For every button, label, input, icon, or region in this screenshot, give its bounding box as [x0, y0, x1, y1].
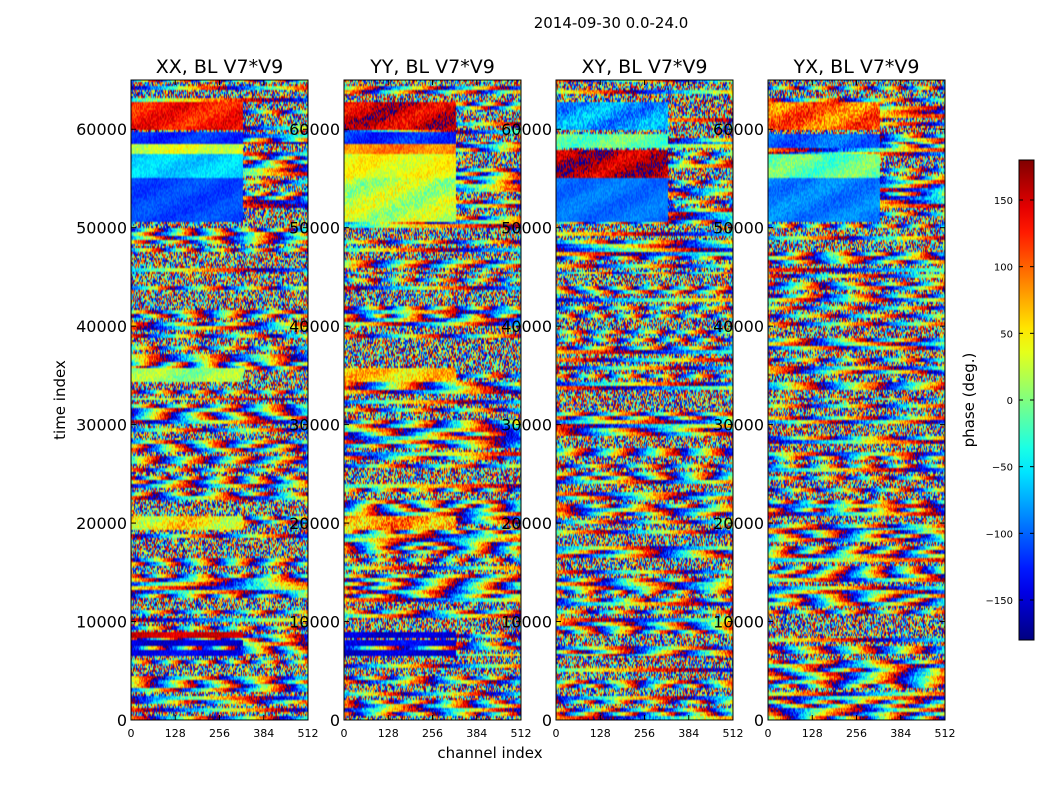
x-tick-label: 384: [890, 727, 911, 740]
y-tick-label: 50000: [501, 219, 552, 238]
y-tick-label: 20000: [76, 514, 127, 533]
x-axis-label: channel index: [437, 744, 542, 762]
y-tick-label: 20000: [713, 514, 764, 533]
x-tick-label: 0: [341, 727, 348, 740]
panel-title: XX, BL V7*V9: [156, 56, 283, 78]
y-tick-label: 0: [542, 711, 552, 730]
colorbar-tick-label: 0: [1007, 396, 1013, 407]
heatmap-image: [131, 80, 308, 720]
y-tick-label: 40000: [501, 317, 552, 336]
x-tick-label: 256: [209, 727, 230, 740]
y-tick-label: 0: [754, 711, 764, 730]
colorbar-tick-label: −50: [992, 463, 1013, 474]
y-tick-label: 20000: [501, 514, 552, 533]
y-tick-label: 30000: [289, 416, 340, 435]
x-tick-label: 128: [802, 727, 823, 740]
x-tick-label: 512: [298, 727, 319, 740]
colorbar-tick-label: −100: [986, 529, 1013, 540]
x-tick-label: 512: [935, 727, 956, 740]
colorbar-tick-label: 150: [994, 196, 1013, 207]
panel-1: XX, BL V7*V9 0 128 256 384 512 0 10000 20000 3000…: [76, 56, 318, 740]
colorbar-tick-label: −150: [986, 596, 1013, 607]
colorbar-tick-label: 50: [1000, 329, 1013, 340]
colorbar-tick-label: 100: [994, 263, 1013, 274]
y-tick-label: 30000: [713, 416, 764, 435]
heatmap-image: [768, 80, 945, 720]
figure-title: 2014-09-30 0.0-24.0: [534, 14, 689, 32]
x-tick-label: 512: [723, 727, 744, 740]
panel-4: YX, BL V7*V9 0 128 256 384 512 0 10000 20000 3000…: [713, 56, 955, 740]
x-tick-label: 256: [422, 727, 443, 740]
y-tick-label: 10000: [501, 613, 552, 632]
panel-3: XY, BL V7*V9 0 128 256 384 512 0 10000 20000 3000…: [501, 56, 743, 740]
colorbar: 150 100 50 0 −50 −100 −150 phase (deg.): [960, 159, 1035, 641]
panel-title: YX, BL V7*V9: [792, 56, 919, 78]
x-tick-label: 384: [678, 727, 699, 740]
y-tick-label: 40000: [289, 317, 340, 336]
x-tick-label: 0: [128, 727, 135, 740]
x-tick-label: 384: [253, 727, 274, 740]
y-tick-label: 30000: [501, 416, 552, 435]
y-tick-label: 50000: [76, 219, 127, 238]
y-tick-label: 40000: [76, 317, 127, 336]
panel-title: YY, BL V7*V9: [369, 56, 495, 78]
x-tick-label: 128: [165, 727, 186, 740]
panel-2: YY, BL V7*V9 0 128 256 384 512 0 10000 20000 3000…: [289, 56, 531, 740]
y-tick-label: 60000: [289, 120, 340, 139]
x-tick-label: 0: [765, 727, 772, 740]
y-tick-label: 60000: [76, 120, 127, 139]
heatmap-image: [556, 80, 733, 720]
y-tick-label: 40000: [713, 317, 764, 336]
y-tick-label: 50000: [713, 219, 764, 238]
y-tick-label: 30000: [76, 416, 127, 435]
x-tick-label: 384: [466, 727, 487, 740]
x-tick-label: 0: [553, 727, 560, 740]
x-tick-label: 256: [846, 727, 867, 740]
y-tick-label: 50000: [289, 219, 340, 238]
panel-title: XY, BL V7*V9: [581, 56, 707, 78]
panels: XX, BL V7*V9 0 128 256 384 512 0 10000 20000 3000…: [76, 56, 955, 740]
y-tick-label: 60000: [713, 120, 764, 139]
y-tick-label: 20000: [289, 514, 340, 533]
y-tick-label: 10000: [713, 613, 764, 632]
x-tick-label: 512: [511, 727, 532, 740]
x-tick-label: 128: [590, 727, 611, 740]
y-tick-label: 60000: [501, 120, 552, 139]
y-tick-label: 0: [117, 711, 127, 730]
x-tick-label: 128: [378, 727, 399, 740]
y-tick-label: 10000: [76, 613, 127, 632]
y-tick-label: 0: [330, 711, 340, 730]
colorbar-label: phase (deg.): [960, 353, 978, 448]
y-axis-label: time index: [51, 360, 69, 440]
heatmap-image: [344, 80, 521, 720]
y-tick-label: 10000: [289, 613, 340, 632]
x-tick-label: 256: [634, 727, 655, 740]
